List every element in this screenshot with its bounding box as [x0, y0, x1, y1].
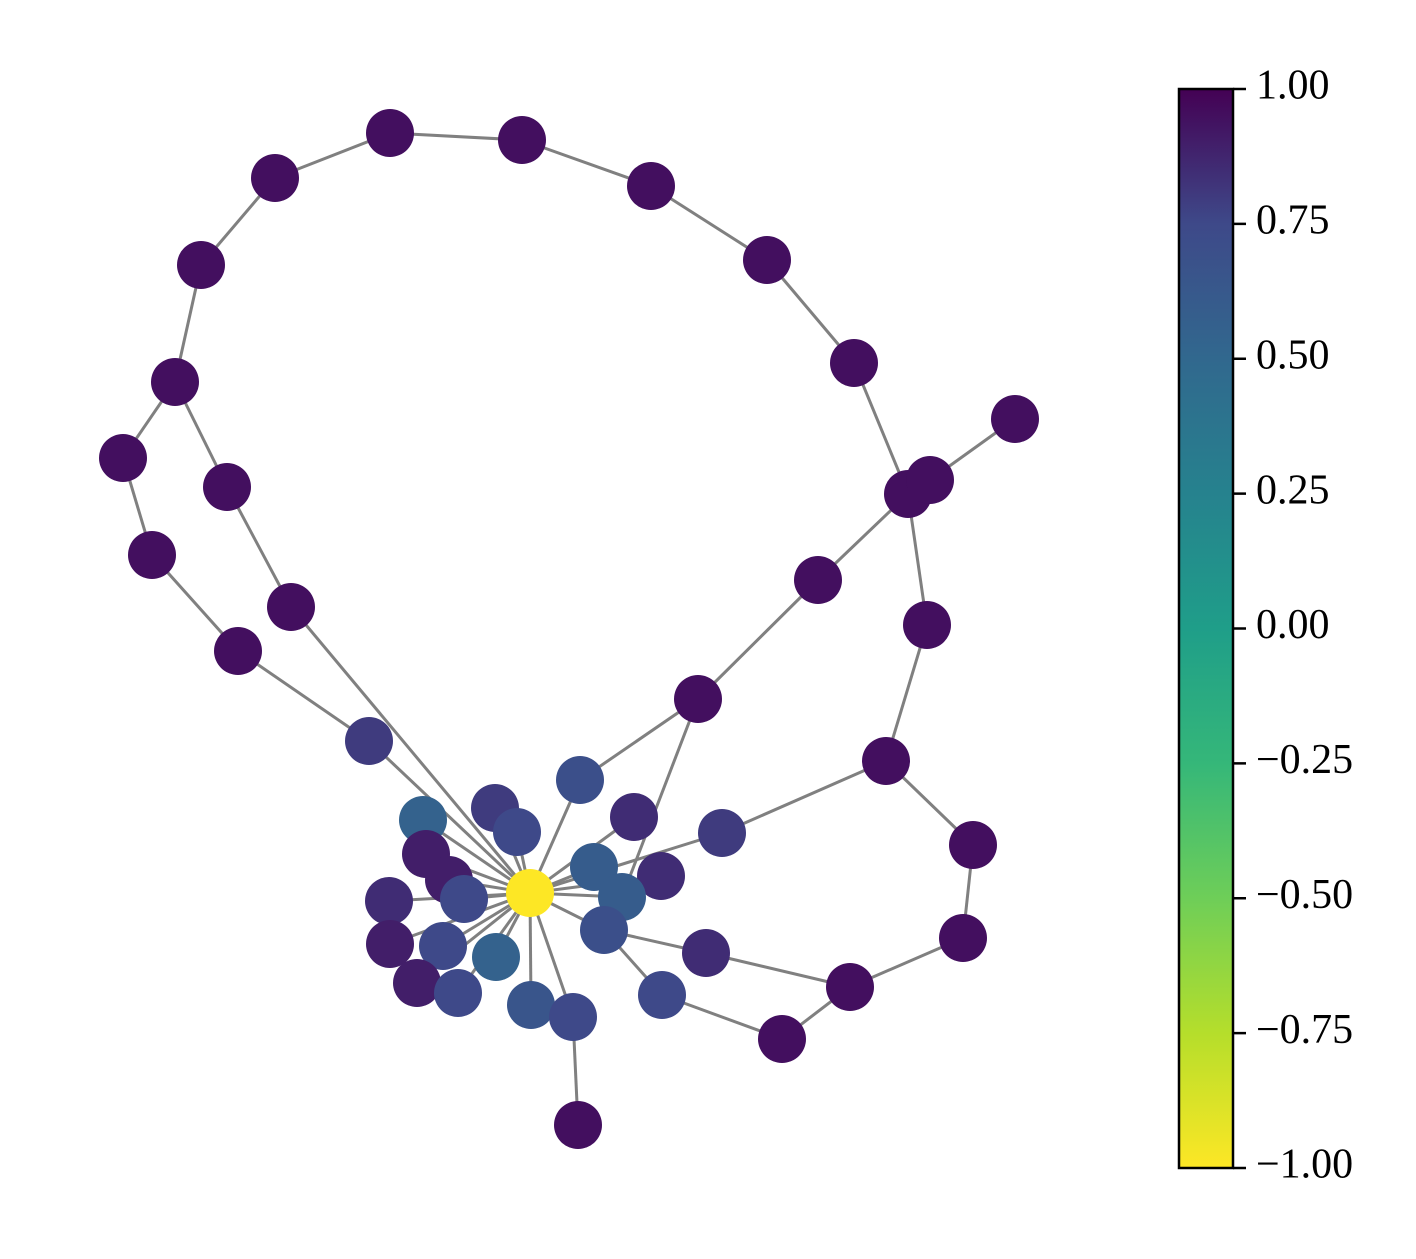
node [638, 971, 686, 1019]
node [498, 116, 546, 164]
node [507, 981, 555, 1029]
node [267, 583, 315, 631]
nodes [99, 109, 1039, 1149]
edge [620, 698, 700, 898]
tick-label: −0.75 [1256, 1007, 1353, 1053]
edge [705, 951, 851, 989]
node [151, 358, 199, 406]
node [794, 556, 842, 604]
tick-label: 0.50 [1256, 332, 1330, 378]
node [862, 737, 910, 785]
node [128, 531, 176, 579]
node [627, 162, 675, 210]
tick-label: 0.00 [1256, 602, 1330, 648]
node [674, 675, 722, 723]
node [826, 963, 874, 1011]
edge [721, 759, 887, 835]
node [698, 809, 746, 857]
node [610, 793, 658, 841]
tick-label: −0.50 [1256, 872, 1353, 918]
tick-label: −0.25 [1256, 737, 1353, 783]
node [549, 993, 597, 1041]
node [949, 821, 997, 869]
tick-label: 0.75 [1256, 198, 1330, 244]
node [440, 875, 488, 923]
node [203, 463, 251, 511]
node [393, 959, 441, 1007]
tick-label: 0.25 [1256, 467, 1330, 513]
colorbar-ticks: −1.00 −0.75 −0.50 −0.25 0.00 0.25 0.50 0.75 1.00 [1233, 63, 1353, 1188]
node [345, 717, 393, 765]
node [251, 154, 299, 202]
edges [121, 131, 1016, 1126]
node [365, 877, 413, 925]
edge [696, 578, 820, 701]
colorbar [1177, 87, 1235, 1170]
node [637, 852, 685, 900]
tick-label: 1.00 [1256, 63, 1330, 109]
node [903, 601, 951, 649]
node [493, 808, 541, 856]
edge [367, 739, 532, 895]
node [506, 869, 554, 917]
node [939, 914, 987, 962]
node [580, 906, 628, 954]
node [758, 1015, 806, 1063]
node [743, 236, 791, 284]
node [434, 969, 482, 1017]
edge [237, 649, 370, 743]
node [682, 929, 730, 977]
node [366, 920, 414, 968]
node [991, 395, 1039, 443]
node [556, 756, 604, 804]
edge [529, 831, 723, 895]
node [830, 339, 878, 387]
node [570, 843, 618, 891]
node [177, 241, 225, 289]
node [366, 109, 414, 157]
node [906, 456, 954, 504]
node [419, 922, 467, 970]
node [214, 627, 262, 675]
tick-label: −1.00 [1256, 1142, 1353, 1188]
node [554, 1101, 602, 1149]
node [99, 434, 147, 482]
node [472, 933, 520, 981]
edge [289, 606, 532, 894]
